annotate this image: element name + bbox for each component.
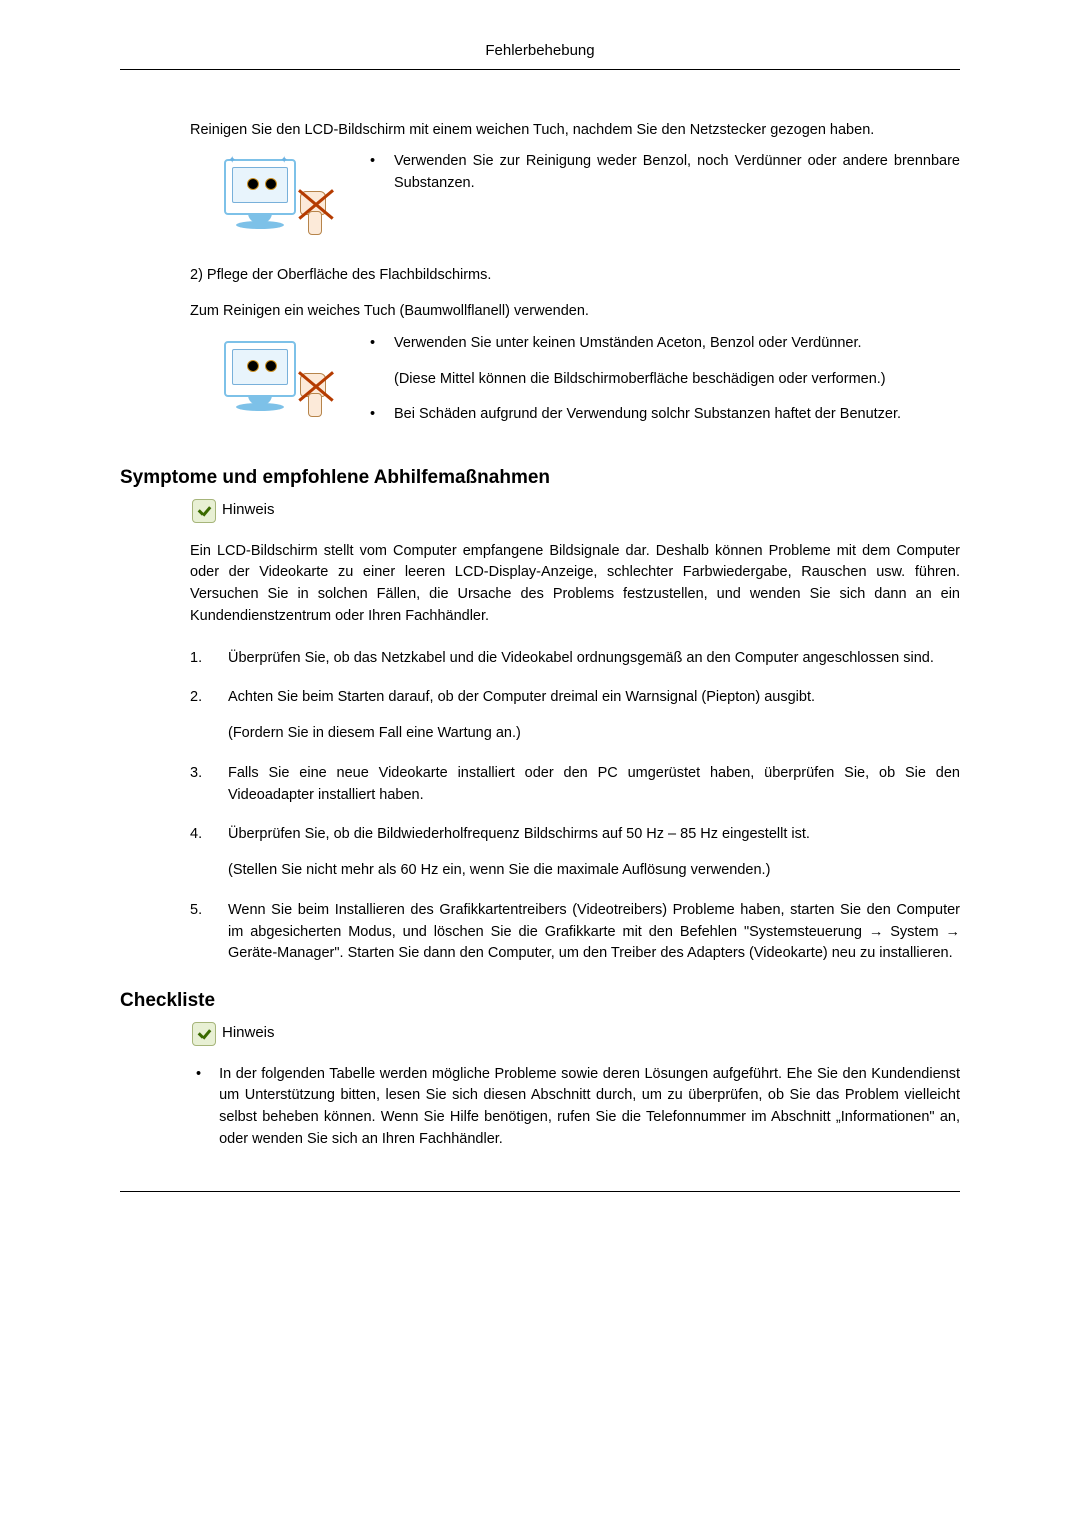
note-icon	[192, 499, 216, 523]
hinweis-row-2: Hinweis	[192, 1022, 960, 1046]
bullet-mark: •	[370, 404, 378, 426]
numbered-list: 1. Überprüfen Sie, ob das Netzkabel und …	[190, 648, 960, 966]
symptome-heading: Symptome und empfohlene Abhilfemaßnahmen	[120, 464, 960, 493]
symptome-paragraph: Ein LCD-Bildschirm stellt vom Computer e…	[190, 541, 960, 628]
item-note: (Stellen Sie nicht mehr als 60 Hz ein, w…	[228, 860, 960, 882]
list-item: 1. Überprüfen Sie, ob das Netzkabel und …	[190, 648, 960, 670]
note-icon	[192, 1022, 216, 1046]
item-note: (Fordern Sie in diesem Fall eine Wartung…	[228, 723, 960, 745]
bullet-mark: •	[370, 151, 378, 195]
item-text: Falls Sie eine neue Videokarte installie…	[228, 763, 960, 807]
illus2-bullet1: Verwenden Sie unter keinen Umständen Ace…	[394, 333, 960, 355]
item-number: 1.	[190, 648, 212, 670]
bullet-mark: •	[196, 1064, 201, 1151]
item-text: Wenn Sie beim Installieren des Grafikkar…	[228, 900, 960, 965]
hinweis-row-1: Hinweis	[192, 499, 960, 523]
list-item: 4. Überprüfen Sie, ob die Bildwiederholf…	[190, 824, 960, 882]
list-item: 3. Falls Sie eine neue Videokarte instal…	[190, 763, 960, 807]
page-header: Fehlerbehebung	[120, 40, 960, 70]
step2-title: 2) Pflege der Oberfläche des Flachbildsc…	[190, 265, 960, 287]
item-text: Überprüfen Sie, ob das Netzkabel und die…	[228, 648, 960, 670]
item-text: Überprüfen Sie, ob die Bildwiederholfreq…	[228, 824, 960, 846]
illustration-row-1: ✦✦ • Verwenden Sie zur Reinigung weder B…	[210, 151, 960, 241]
intro-paragraph: Reinigen Sie den LCD-Bildschirm mit eine…	[190, 120, 960, 142]
item-number: 5.	[190, 900, 212, 965]
monitor-cleaning-illustration-1: ✦✦	[210, 151, 340, 241]
content-body: Reinigen Sie den LCD-Bildschirm mit eine…	[120, 120, 960, 441]
checklist-text: In der folgenden Tabelle werden mögliche…	[219, 1064, 960, 1151]
list-item: 2. Achten Sie beim Starten darauf, ob de…	[190, 687, 960, 745]
item-number: 4.	[190, 824, 212, 882]
bullet-mark: •	[370, 333, 378, 391]
hinweis-label: Hinweis	[222, 499, 275, 522]
item-number: 3.	[190, 763, 212, 807]
item-number: 2.	[190, 687, 212, 745]
illus2-bullet1-note: (Diese Mittel können die Bildschirmoberf…	[394, 369, 960, 391]
item-text: Achten Sie beim Starten darauf, ob der C…	[228, 687, 960, 709]
checkliste-heading: Checkliste	[120, 987, 960, 1016]
list-item: 5. Wenn Sie beim Installieren des Grafik…	[190, 900, 960, 965]
illus2-bullet2: Bei Schäden aufgrund der Verwendung solc…	[394, 404, 960, 426]
illus1-bullet-text: Verwenden Sie zur Reinigung weder Benzol…	[394, 151, 960, 195]
hinweis-label: Hinweis	[222, 1022, 275, 1045]
footer-rule	[120, 1191, 960, 1192]
step2-para: Zum Reinigen ein weiches Tuch (Baumwollf…	[190, 301, 960, 323]
monitor-cleaning-illustration-2	[210, 333, 340, 423]
checklist-bullet-item: • In der folgenden Tabelle werden möglic…	[196, 1064, 960, 1151]
illustration-row-2: • Verwenden Sie unter keinen Umständen A…	[210, 333, 960, 440]
